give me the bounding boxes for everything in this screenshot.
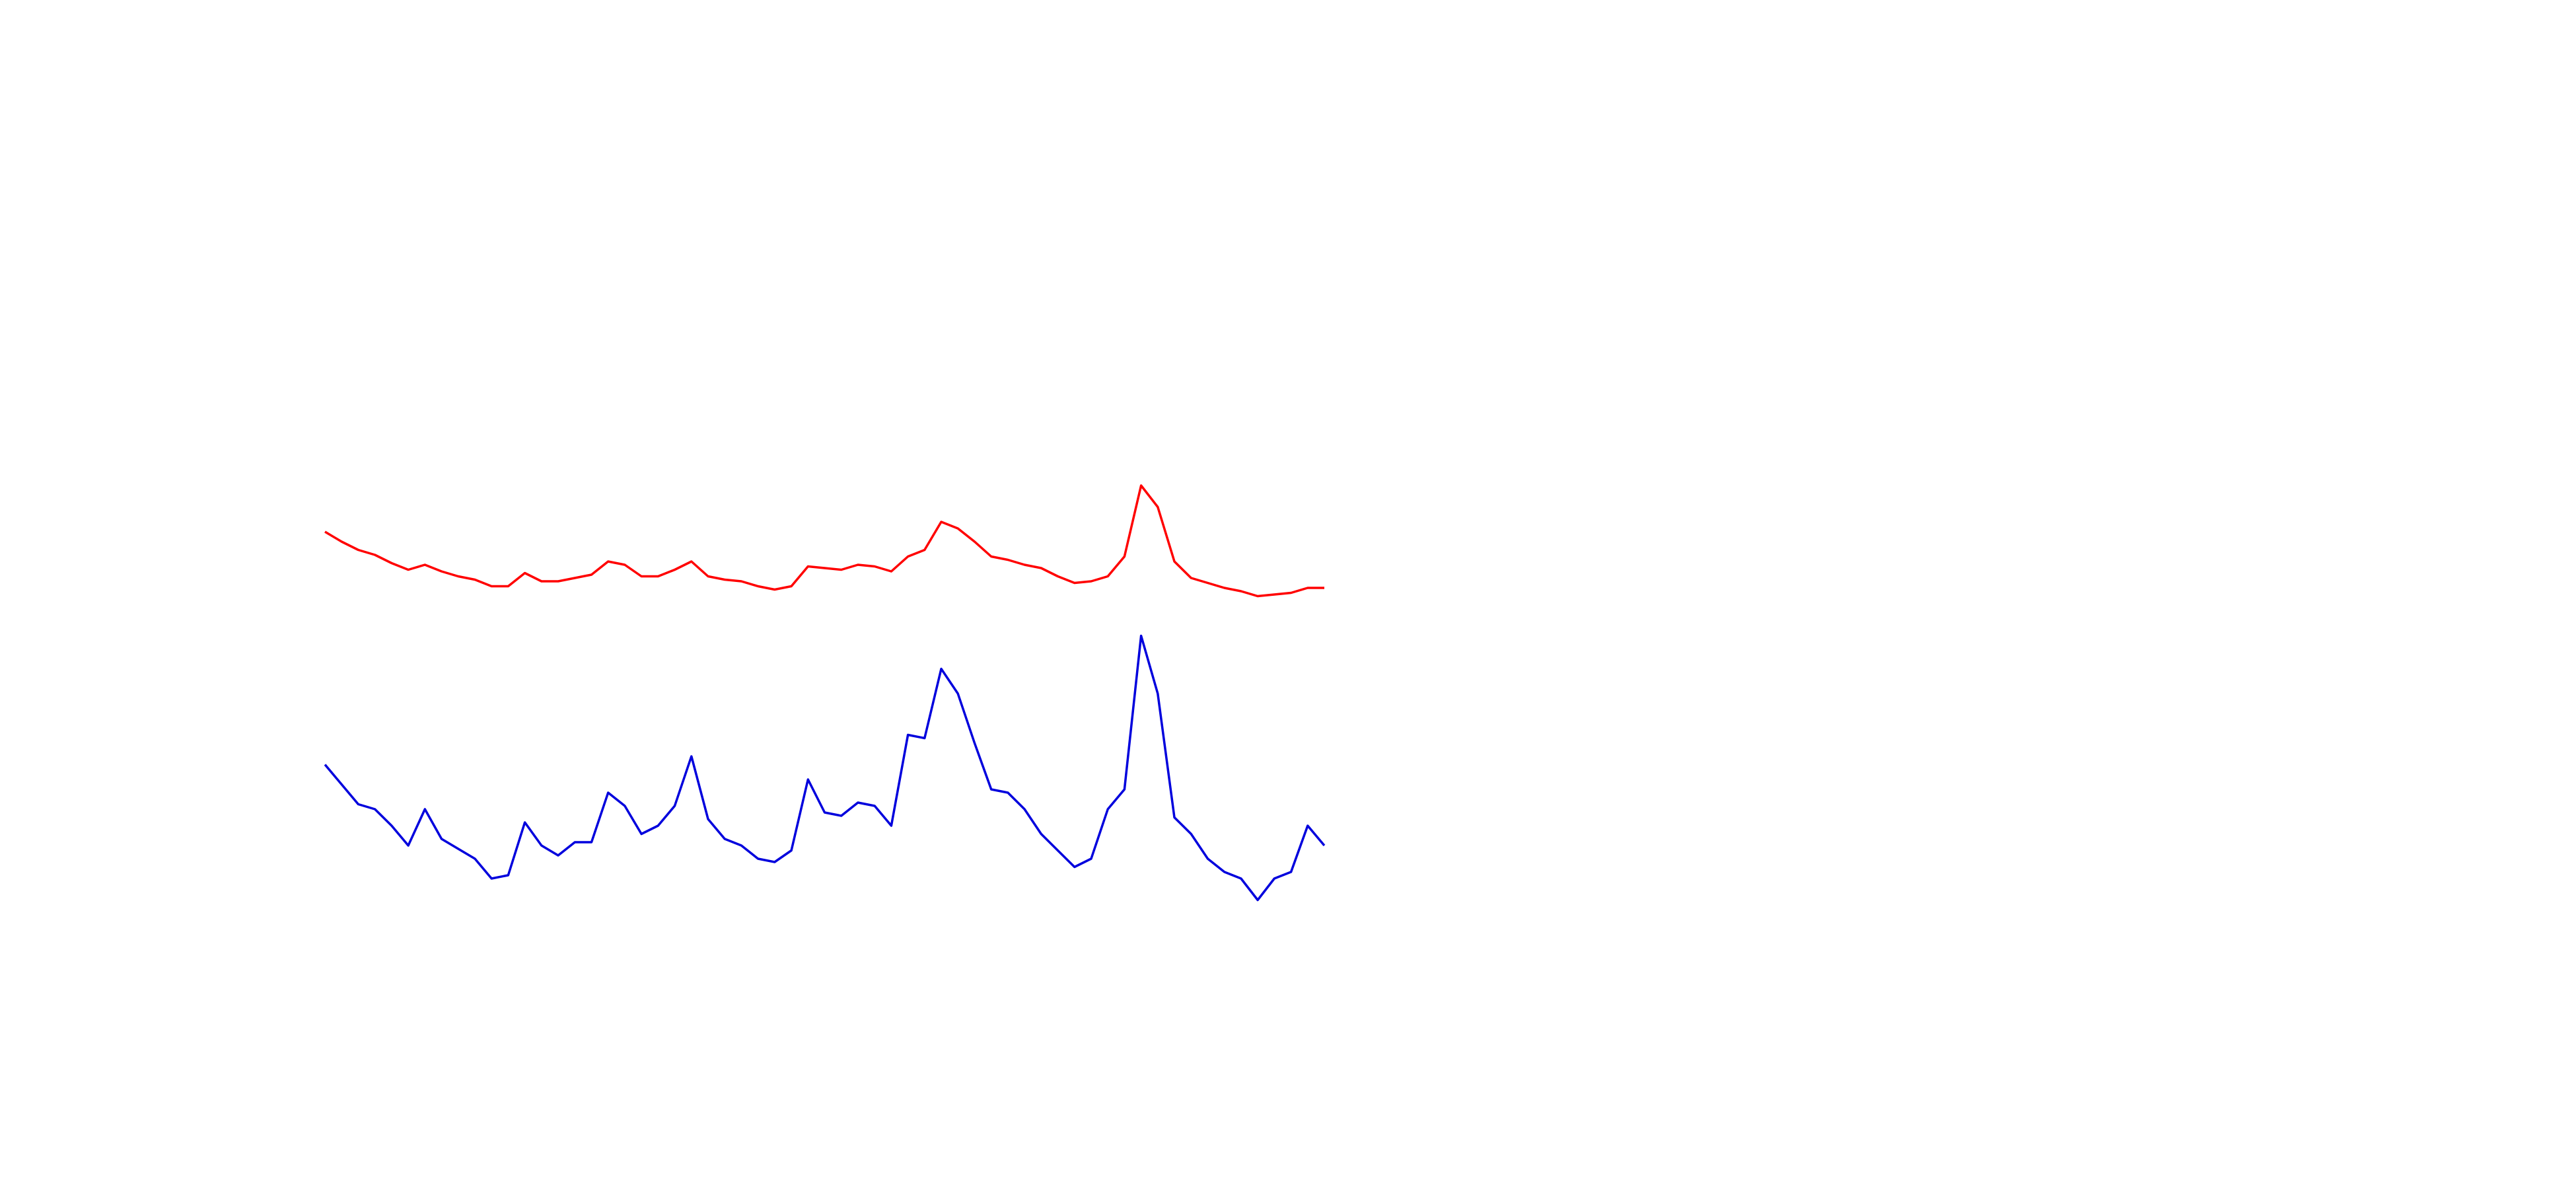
line: [324, 484, 1324, 598]
line: [324, 634, 1326, 902]
